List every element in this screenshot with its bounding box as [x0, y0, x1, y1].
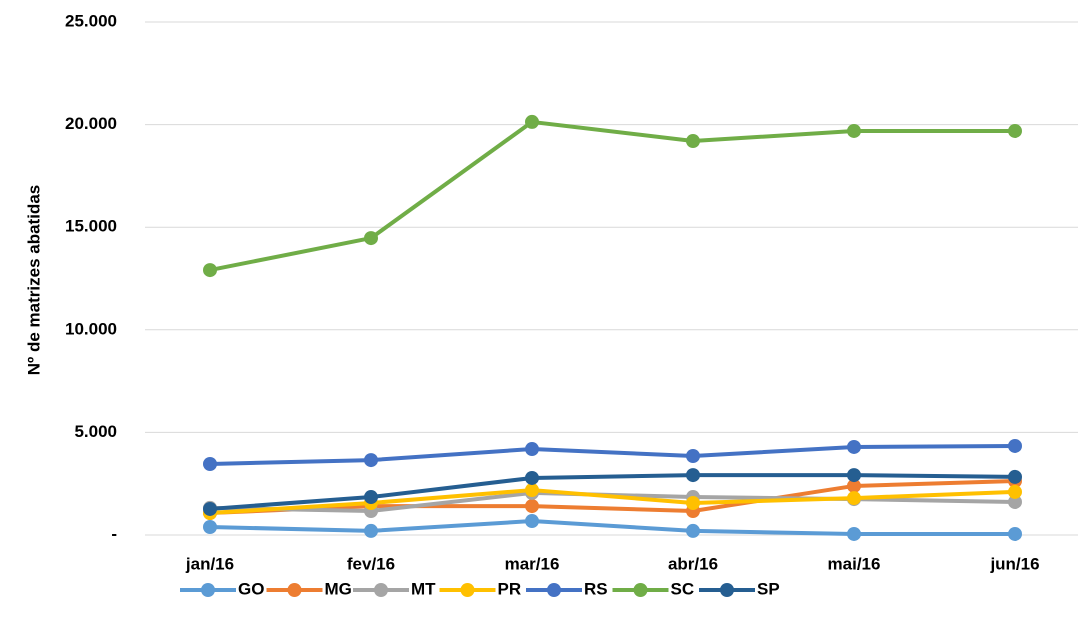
- legend-label: MT: [411, 579, 436, 598]
- data-point: [847, 468, 861, 483]
- data-point: [847, 491, 861, 506]
- legend-marker: [633, 583, 648, 597]
- series-line: [209, 479, 1016, 516]
- data-point: [525, 114, 539, 129]
- legend-label: PR: [498, 579, 522, 598]
- x-tick-label: mar/16: [505, 554, 560, 573]
- legend-label: MG: [325, 579, 352, 598]
- x-tick-label: abr/16: [668, 554, 718, 573]
- data-point: [525, 514, 539, 529]
- data-point: [1008, 123, 1022, 138]
- y-tick-label: 25.000: [65, 11, 117, 30]
- data-point: [203, 519, 217, 534]
- legend-label: SC: [671, 579, 695, 598]
- data-point: [203, 457, 217, 472]
- data-point: [847, 123, 861, 138]
- x-tick-label: jan/16: [185, 554, 234, 573]
- data-point: [364, 231, 378, 246]
- series-line: [209, 488, 1016, 516]
- data-point: [364, 453, 378, 468]
- data-point: [364, 523, 378, 538]
- x-tick-label: fev/16: [347, 554, 395, 573]
- series-line: [209, 519, 1015, 536]
- y-tick-label: 10.000: [65, 319, 117, 338]
- data-point: [686, 495, 700, 510]
- data-point: [203, 263, 217, 278]
- y-tick-label: 20.000: [65, 114, 117, 133]
- legend-marker: [201, 583, 215, 597]
- data-point: [1008, 526, 1022, 541]
- legend-marker: [547, 583, 561, 597]
- legend-label: GO: [238, 579, 264, 598]
- data-point: [1008, 438, 1022, 453]
- data-point: [686, 448, 700, 463]
- legend-marker: [287, 583, 302, 597]
- data-point: [1008, 469, 1022, 484]
- legend-marker: [720, 583, 734, 597]
- data-point: [364, 490, 378, 505]
- legend-label: RS: [584, 579, 608, 598]
- x-tick-label: jun/16: [989, 554, 1039, 573]
- y-axis-label: Nº de matrizes abatidas: [24, 185, 43, 375]
- legend-marker: [460, 583, 475, 597]
- data-point: [525, 470, 539, 485]
- series-line: [209, 443, 1016, 467]
- legend-marker: [374, 583, 388, 597]
- data-point: [525, 499, 539, 514]
- y-tick-label: 15.000: [65, 217, 117, 236]
- data-point: [847, 439, 861, 454]
- data-point: [686, 523, 700, 538]
- data-point: [1008, 484, 1022, 499]
- y-tick-label: 5.000: [74, 422, 117, 441]
- y-tick-label: -: [111, 524, 117, 543]
- data-point: [203, 501, 217, 516]
- data-point: [525, 442, 539, 457]
- data-point: [525, 483, 539, 498]
- data-point: [686, 134, 700, 149]
- series-line: [209, 473, 1016, 511]
- legend-label: SP: [757, 579, 780, 598]
- data-point: [847, 478, 861, 493]
- data-point: [1008, 494, 1022, 509]
- x-tick-label: mai/16: [828, 554, 881, 573]
- data-point: [847, 526, 861, 541]
- series-line: [209, 119, 1015, 273]
- data-point: [686, 468, 700, 483]
